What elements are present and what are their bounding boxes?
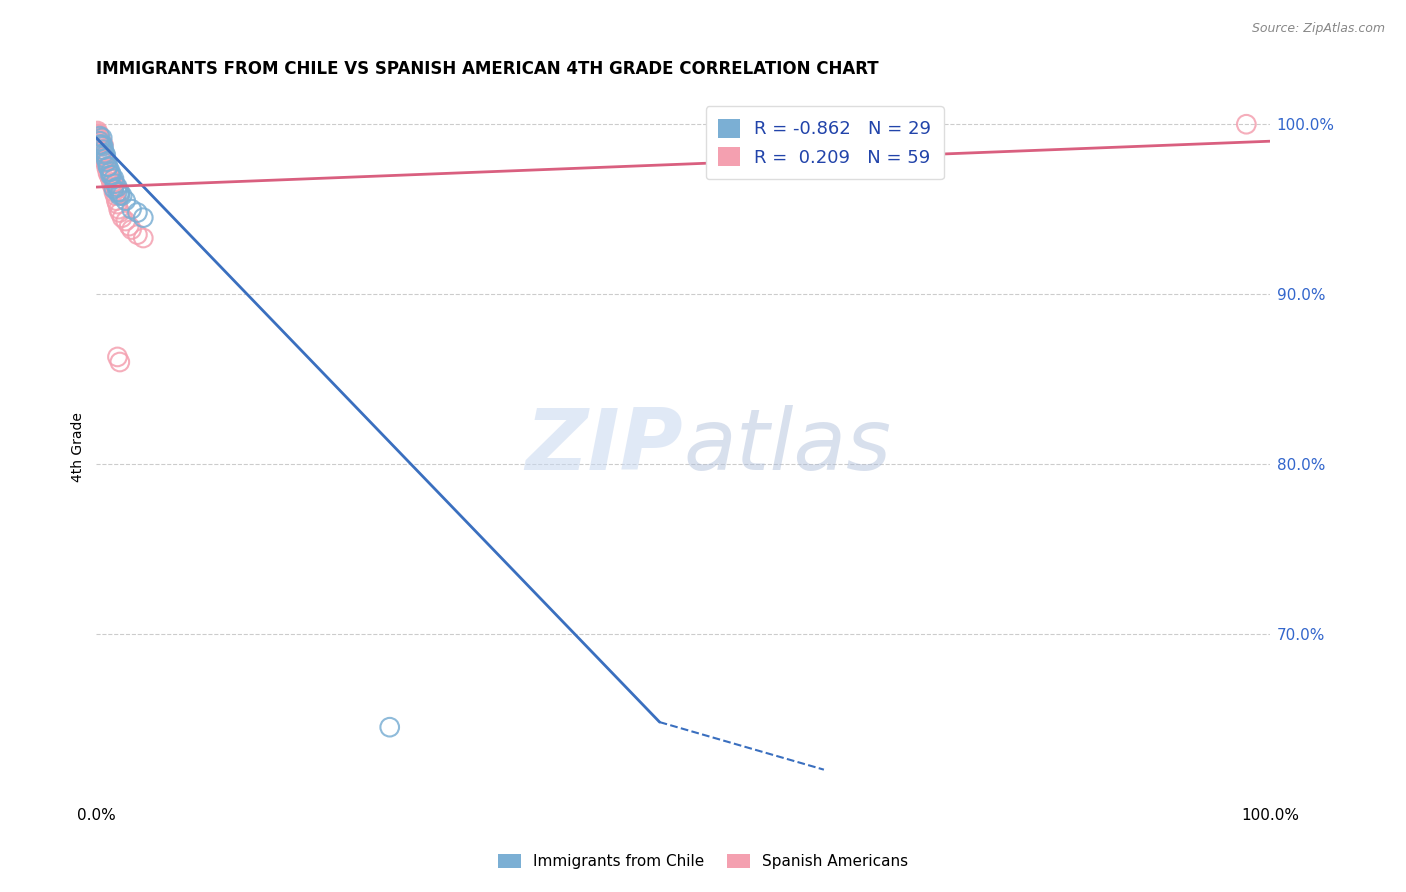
Point (97, 166, 120, 180)
Point (108, 185, 131, 199)
Point (91, 137, 114, 152)
Point (93, 146, 115, 161)
Point (108, 188, 131, 202)
Point (100, 177, 122, 191)
Point (87, 131, 110, 145)
Text: IMMIGRANTS FROM CHILE VS SPANISH AMERICAN 4TH GRADE CORRELATION CHART: IMMIGRANTS FROM CHILE VS SPANISH AMERICA… (97, 60, 879, 78)
Point (97, 160, 120, 174)
Point (100, 165, 122, 179)
Point (107, 180, 129, 194)
Point (103, 177, 125, 191)
Point (107, 202, 129, 216)
Point (127, 227, 149, 242)
Point (97, 163, 120, 178)
Point (111, 188, 134, 202)
Text: Source: ZipAtlas.com: Source: ZipAtlas.com (1251, 22, 1385, 36)
Point (1234, 117, 1257, 131)
Point (378, 720, 401, 734)
Point (93, 143, 115, 157)
Point (108, 205, 131, 219)
Point (90, 134, 112, 148)
Point (93, 146, 115, 161)
Point (96, 160, 118, 174)
Point (91, 131, 114, 145)
Point (114, 214, 136, 228)
Point (94, 151, 117, 165)
Point (103, 185, 125, 199)
Point (93, 139, 115, 153)
Point (94, 154, 117, 169)
Point (94, 148, 117, 162)
Point (93, 151, 115, 165)
Point (100, 171, 122, 186)
Point (90, 139, 112, 153)
Point (93, 137, 115, 152)
Point (94, 156, 117, 170)
Point (94, 154, 117, 169)
Point (121, 202, 143, 216)
Point (107, 197, 129, 211)
Point (111, 211, 134, 225)
Point (87, 132, 110, 146)
Point (100, 168, 122, 182)
Point (86, 129, 108, 144)
Point (89, 131, 111, 145)
Point (107, 182, 129, 196)
Point (91, 145, 114, 159)
Text: atlas: atlas (683, 406, 891, 489)
Point (100, 169, 122, 184)
Point (91, 143, 114, 157)
Point (89, 129, 111, 144)
Point (86, 124, 108, 138)
Point (107, 350, 129, 364)
Point (90, 137, 112, 152)
Point (87, 131, 110, 145)
Point (118, 219, 141, 234)
Point (90, 137, 112, 152)
Point (93, 153, 115, 167)
Point (86, 128, 108, 142)
Legend: R = -0.862   N = 29, R =  0.209   N = 59: R = -0.862 N = 29, R = 0.209 N = 59 (706, 106, 943, 179)
Point (91, 143, 114, 157)
Point (89, 134, 111, 148)
Legend: Immigrants from Chile, Spanish Americans: Immigrants from Chile, Spanish Americans (492, 848, 914, 875)
Point (96, 161, 118, 176)
Point (103, 182, 125, 196)
Point (100, 171, 122, 186)
Point (93, 146, 115, 161)
Point (103, 175, 125, 189)
Point (101, 180, 124, 194)
Point (104, 188, 127, 202)
Point (132, 231, 155, 245)
Y-axis label: 4th Grade: 4th Grade (72, 412, 86, 482)
Point (97, 160, 120, 174)
Point (87, 128, 110, 142)
Point (114, 194, 136, 208)
Point (89, 137, 111, 152)
Text: ZIP: ZIP (526, 406, 683, 489)
Point (97, 165, 120, 179)
Point (103, 171, 125, 186)
Point (96, 154, 118, 169)
Point (93, 148, 115, 162)
Point (108, 355, 131, 369)
Point (132, 211, 155, 225)
Point (107, 185, 129, 199)
Point (127, 205, 149, 219)
Point (86, 126, 108, 140)
Point (104, 177, 127, 191)
Point (89, 134, 111, 148)
Point (100, 168, 122, 182)
Point (108, 186, 131, 201)
Point (98, 168, 121, 182)
Point (89, 136, 111, 150)
Point (121, 222, 143, 236)
Point (89, 134, 111, 148)
Point (93, 151, 115, 165)
Point (105, 194, 128, 208)
